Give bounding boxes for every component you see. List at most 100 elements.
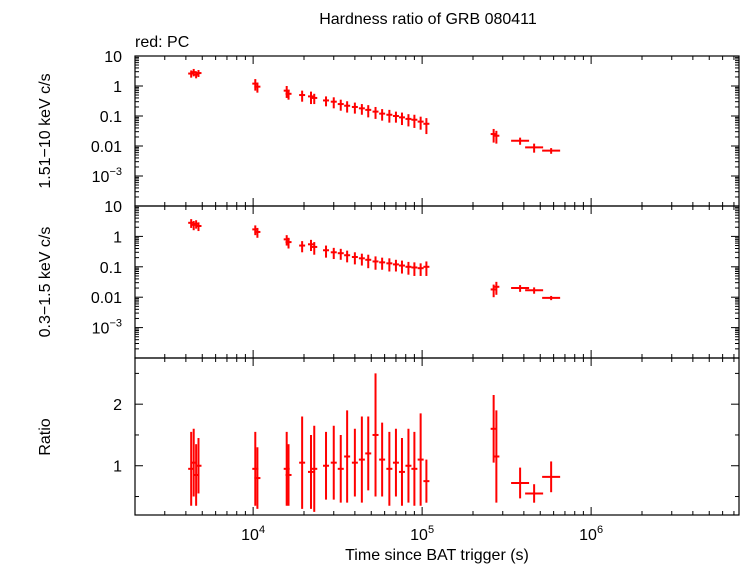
data-point-ratio [285,444,292,506]
data-point-hard [311,93,318,105]
data-point-ratio [351,428,358,497]
data-point-hard [365,105,372,118]
data-point-hard [493,130,500,144]
panel-hard-frame [134,55,740,207]
data-point-hard [372,106,379,119]
x-tick-label: 105 [410,524,434,544]
data-point-ratio [379,422,386,497]
data-point-ratio [358,416,365,503]
y-tick-label-soft: 10−3 [92,318,122,338]
data-point-soft [330,247,337,260]
data-point-soft [358,253,365,266]
y-tick-label-hard: 1 [113,79,122,96]
data-point-soft [405,261,412,275]
data-point-soft [525,287,544,294]
data-point-soft [351,252,358,265]
data-point-ratio [330,425,337,500]
ticks-layer: 104 105 106 10 1 0.1 0.01 10−3 10 1 0.1 0.01 10−3 1 2 [91,49,739,544]
data-point-soft [344,250,351,263]
data-point-soft [311,242,318,255]
data-point-soft [392,259,399,272]
data-point-hard [330,97,337,109]
data-point-hard [411,114,418,128]
data-point-soft [493,281,500,295]
y-tick-label-hard: 0.01 [91,139,122,156]
data-point-soft [423,261,430,276]
data-point-hard [525,143,544,153]
data-point-soft [379,257,386,270]
data-point-ratio [344,410,351,503]
panel-ratio-frame [134,357,740,516]
data-point-hard [254,82,261,93]
y-tick-label-soft: 0.01 [91,290,122,307]
data-point-soft [323,245,330,258]
data-point-hard [423,118,430,135]
data-point-soft [511,285,530,292]
data-point-ratio [254,447,261,509]
data-point-ratio [423,459,430,503]
data-point-hard [398,112,405,126]
data-point-hard [344,101,351,113]
data-point-ratio [398,438,405,506]
y-tick-label-soft: 1 [113,229,122,246]
data-point-soft [411,262,418,276]
data-point-soft [386,258,393,272]
data-point-soft [307,239,314,252]
data-point-ratio [417,413,424,506]
chart-title: Hardness ratio of GRB 080411 [319,11,537,28]
data-point-hard [392,111,399,123]
data-point-hard [405,114,412,127]
data-point-ratio [493,410,500,503]
data-point-hard [379,109,386,121]
x-axis-label: Time since BAT trigger (s) [345,547,529,564]
data-point-hard [195,70,202,77]
data-point-soft [299,241,306,253]
data-point-hard [307,91,314,105]
data-point-ratio [299,416,306,509]
data-point-ratio [542,461,561,493]
data-point-soft [195,222,202,232]
data-point-ratio [311,425,318,512]
y-tick-label-ratio: 1 [113,459,122,476]
data-point-soft [417,263,424,276]
data-point-hard [386,109,393,123]
ylabel-ratio: Ratio [37,418,54,455]
data-point-ratio [337,434,344,503]
data-point-hard [417,116,424,130]
data-point-ratio [307,434,314,509]
data-point-hard [511,137,530,145]
data-point-hard [285,89,292,100]
data-point-hard [337,99,344,111]
data-layer [188,68,561,512]
data-point-ratio [405,428,412,503]
y-tick-label-hard: 0.1 [100,109,122,126]
ylabel-soft: 0.3−1.5 keV c/s [37,227,54,338]
y-tick-label-hard: 10−3 [92,166,122,186]
x-tick-label: 106 [579,524,603,544]
data-point-hard [299,90,306,102]
data-point-ratio [411,431,418,506]
data-point-hard [323,96,330,107]
data-point-hard [358,104,365,115]
data-point-ratio [323,431,330,500]
data-point-soft [398,260,405,274]
data-point-soft [365,254,372,269]
data-point-soft [254,227,261,238]
data-point-hard [542,148,561,154]
data-point-soft [542,295,561,301]
y-tick-label-soft: 0.1 [100,260,122,277]
data-point-ratio [525,484,544,503]
data-point-ratio [195,438,202,494]
data-point-ratio [386,431,393,506]
y-tick-label-hard: 10 [104,49,122,66]
panel-soft-frame [134,205,740,359]
data-point-ratio [372,373,379,497]
x-tick-label: 104 [241,524,265,544]
data-point-soft [285,237,292,249]
data-point-hard [351,102,358,114]
data-point-soft [337,248,344,260]
y-tick-label-soft: 10 [104,199,122,216]
data-point-ratio [365,416,372,491]
data-point-ratio [392,428,399,497]
